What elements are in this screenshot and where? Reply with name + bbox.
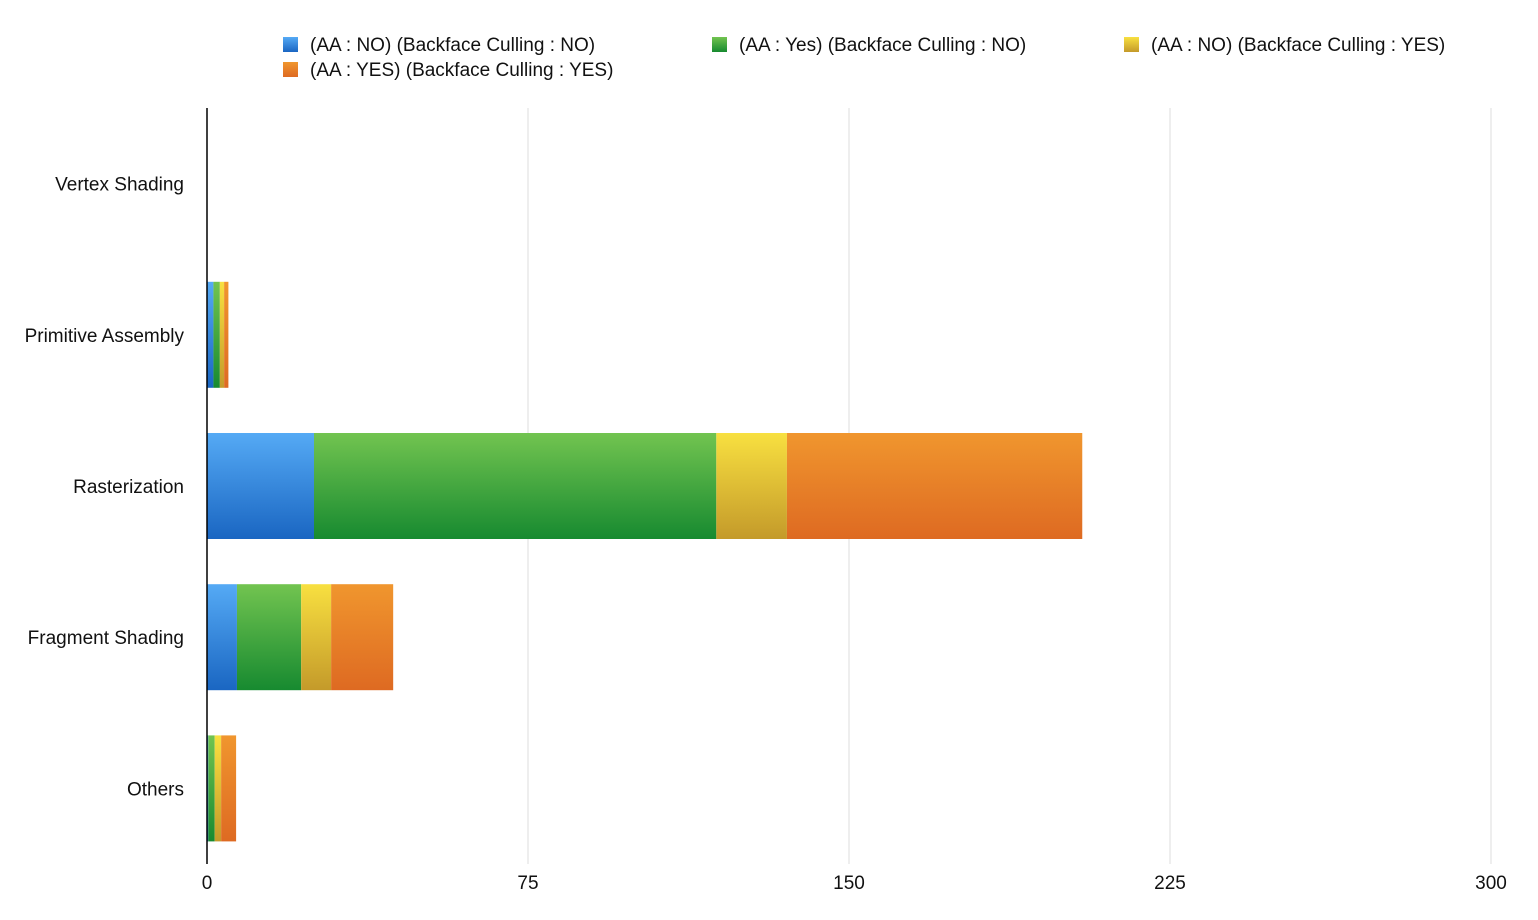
bar-segment [219, 281, 225, 388]
category-label: Vertex Shading [55, 175, 184, 196]
bars [207, 281, 1083, 842]
category-label: Rasterization [73, 477, 184, 498]
category-label: Others [127, 779, 184, 800]
legend-label: (AA : NO) (Backface Culling : NO) [310, 35, 595, 56]
legend-swatch [1124, 37, 1139, 52]
legend-swatch [283, 62, 298, 77]
category-label: Primitive Assembly [25, 326, 185, 347]
legend-label: (AA : Yes) (Backface Culling : NO) [739, 35, 1026, 56]
bar-segment [236, 584, 302, 691]
x-tick-label: 75 [517, 873, 538, 894]
x-tick-label: 150 [833, 873, 865, 894]
bar-segment [207, 281, 214, 388]
bar-segment [214, 735, 222, 842]
x-tick-label: 300 [1475, 873, 1507, 894]
legend-label: (AA : NO) (Backface Culling : YES) [1151, 35, 1445, 56]
category-label: Fragment Shading [28, 628, 184, 649]
category-labels: Vertex Shading Primitive Assembly Rasteriz… [25, 175, 185, 801]
bar-segment [786, 433, 1083, 539]
x-tick-label: 0 [202, 873, 213, 894]
bar-segment [208, 735, 215, 842]
bar-segment [301, 584, 332, 691]
bar-segment [207, 584, 237, 691]
legend-label: (AA : YES) (Backface Culling : YES) [310, 60, 613, 81]
x-axis-tick-labels: 0 75 150 225 300 [202, 873, 1507, 894]
x-tick-label: 225 [1154, 873, 1186, 894]
bar-segment [224, 281, 229, 388]
bar-segment [207, 433, 314, 539]
legend-swatch [712, 37, 727, 52]
chart-legend: (AA : NO) (Backface Culling : NO) (AA : Y… [283, 35, 1445, 81]
bar-segment [314, 433, 717, 539]
bar-segment [221, 735, 237, 842]
bar-segment [716, 433, 787, 539]
legend-swatch [283, 37, 298, 52]
bar-segment [213, 281, 220, 388]
bar-segment [331, 584, 394, 691]
